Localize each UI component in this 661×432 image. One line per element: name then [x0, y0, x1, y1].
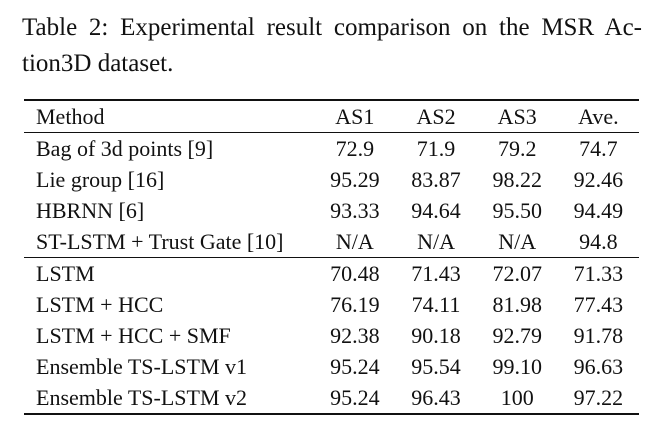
cell-as2: 71.43 — [411, 261, 461, 286]
cell-as1: 72.9 — [335, 136, 375, 161]
table-header-row: Method AS1 AS2 AS3 Ave. — [24, 100, 639, 133]
table-body: Bag of 3d points [9] 72.9 71.9 79.2 74.7 Lie … — [24, 132, 639, 414]
cell-method: Ensemble TS-LSTM v1 — [36, 354, 248, 379]
table-row: HBRNN [6] 93.33 94.64 95.50 94.49 — [24, 195, 639, 226]
caption-line-1: Table 2: Experimental result comparison … — [22, 14, 642, 41]
table-row: ST-LSTM + Trust Gate [10] N/A N/A N/A 94.8 — [24, 226, 639, 258]
header-as3: AS3 — [497, 104, 537, 129]
cell-as1: 92.38 — [330, 323, 380, 348]
results-table: Method AS1 AS2 AS3 Ave. Bag of 3d points… — [24, 99, 639, 415]
cell-as2: N/A — [417, 229, 455, 254]
cell-as2: 74.11 — [411, 292, 461, 317]
cell-as1: 95.24 — [330, 385, 380, 410]
table-row: LSTM + HCC + SMF 92.38 90.18 92.79 91.78 — [24, 320, 639, 351]
cell-as3: 92.79 — [492, 323, 542, 348]
cell-average: 94.49 — [573, 198, 624, 223]
header-as1: AS1 — [335, 104, 375, 129]
cell-average: 71.33 — [573, 261, 624, 286]
table-row: LSTM 70.48 71.43 72.07 71.33 — [24, 257, 639, 290]
cell-as1: 76.19 — [330, 292, 380, 317]
cell-method: HBRNN [6] — [36, 198, 145, 223]
cell-as3: 99.10 — [492, 354, 542, 379]
cell-average: 91.78 — [573, 323, 624, 348]
cell-as3: 79.2 — [497, 136, 537, 161]
cell-method: Lie group [16] — [36, 167, 165, 192]
cell-as1: 95.24 — [330, 354, 380, 379]
header-average: Ave. — [578, 104, 619, 129]
cell-as1: N/A — [335, 229, 374, 254]
cell-as2: 94.64 — [411, 198, 461, 223]
table-row: Ensemble TS-LSTM v2 95.24 96.43 100 97.22 — [24, 382, 639, 414]
table-caption: Table 2: Experimental result comparison … — [22, 10, 642, 82]
cell-average: 96.63 — [573, 354, 624, 379]
cell-average: 74.7 — [579, 136, 618, 161]
cell-method: Ensemble TS-LSTM v2 — [36, 385, 248, 410]
table-row: Bag of 3d points [9] 72.9 71.9 79.2 74.7 — [24, 132, 639, 165]
cell-as1: 70.48 — [330, 261, 380, 286]
table-row: Ensemble TS-LSTM v1 95.24 95.54 99.10 96.63 — [24, 351, 639, 382]
cell-average: 92.46 — [573, 167, 624, 192]
cell-as1: 93.33 — [330, 198, 380, 223]
cell-average: 97.22 — [573, 385, 624, 410]
header-as2: AS2 — [416, 104, 456, 129]
cell-as1: 95.29 — [330, 167, 380, 192]
cell-as2: 96.43 — [411, 385, 461, 410]
cell-as2: 95.54 — [411, 354, 461, 379]
cell-as3: 81.98 — [492, 292, 542, 317]
cell-method: LSTM + HCC — [36, 292, 164, 317]
cell-as2: 71.9 — [416, 136, 456, 161]
cell-as3: 100 — [500, 385, 534, 410]
header-method: Method — [36, 104, 105, 129]
cell-as2: 90.18 — [411, 323, 461, 348]
cell-method: LSTM — [36, 261, 95, 286]
cell-method: LSTM + HCC + SMF — [36, 323, 231, 348]
cell-as3: 98.22 — [492, 167, 542, 192]
cell-as3: 72.07 — [492, 261, 542, 286]
cell-as2: 83.87 — [411, 167, 461, 192]
cell-as3: N/A — [498, 229, 537, 254]
cell-average: 94.8 — [579, 229, 618, 254]
table-row: LSTM + HCC 76.19 74.11 81.98 77.43 — [24, 289, 639, 320]
cell-as3: 95.50 — [492, 198, 542, 223]
cell-average: 77.43 — [573, 292, 624, 317]
table-row: Lie group [16] 95.29 83.87 98.22 92.46 — [24, 164, 639, 195]
caption-line-2: tion3D dataset. — [22, 50, 174, 77]
cell-method: Bag of 3d points [9] — [36, 136, 214, 161]
cell-method: ST-LSTM + Trust Gate [10] — [36, 229, 284, 254]
